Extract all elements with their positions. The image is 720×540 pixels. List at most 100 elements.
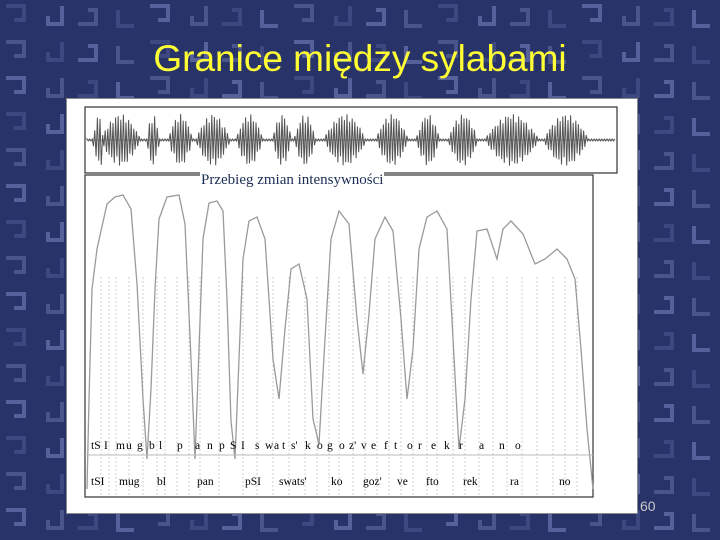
bg-glyph bbox=[6, 328, 26, 346]
bg-glyph bbox=[582, 40, 602, 58]
bg-glyph bbox=[6, 400, 26, 418]
segment-label: g bbox=[137, 440, 143, 452]
bg-glyph bbox=[6, 220, 26, 238]
syllable-label: rek bbox=[463, 476, 478, 488]
bg-glyph bbox=[478, 510, 496, 530]
bg-glyph bbox=[116, 46, 134, 64]
bg-glyph bbox=[46, 402, 64, 422]
bg-glyph bbox=[654, 476, 674, 494]
bg-glyph bbox=[46, 366, 64, 386]
slide-number: 60 bbox=[640, 498, 656, 514]
bg-glyph bbox=[150, 76, 170, 94]
bg-glyph bbox=[6, 436, 26, 454]
bg-glyph bbox=[692, 442, 710, 460]
syllable-label: mug bbox=[119, 476, 140, 488]
bg-glyph bbox=[334, 78, 352, 98]
bg-glyph bbox=[478, 42, 496, 62]
segment-label: k bbox=[305, 440, 311, 452]
bg-glyph bbox=[150, 4, 170, 22]
bg-glyph bbox=[6, 40, 26, 58]
segment-label: l bbox=[159, 440, 162, 452]
bg-glyph bbox=[334, 6, 352, 26]
segment-label: a bbox=[195, 440, 200, 452]
bg-glyph bbox=[654, 188, 674, 206]
bg-glyph bbox=[478, 6, 496, 26]
bg-glyph bbox=[692, 10, 710, 28]
bg-glyph bbox=[692, 334, 710, 352]
bg-glyph bbox=[78, 512, 98, 530]
segment-label: g bbox=[327, 440, 333, 452]
bg-glyph bbox=[654, 368, 674, 386]
bg-glyph bbox=[548, 10, 566, 28]
bg-glyph bbox=[438, 40, 458, 58]
bg-glyph bbox=[46, 42, 64, 62]
bg-glyph bbox=[78, 8, 98, 26]
bg-glyph bbox=[46, 258, 64, 278]
bg-glyph bbox=[6, 76, 26, 94]
segment-label: p bbox=[177, 440, 183, 452]
bg-glyph bbox=[6, 4, 26, 22]
segment-label: o bbox=[407, 440, 413, 452]
bg-glyph bbox=[692, 370, 710, 388]
bg-glyph bbox=[150, 40, 170, 58]
bg-glyph bbox=[46, 474, 64, 494]
bg-glyph bbox=[190, 42, 208, 62]
bg-glyph bbox=[622, 510, 640, 530]
segment-label: k bbox=[444, 440, 450, 452]
bg-glyph bbox=[222, 44, 242, 62]
bg-glyph bbox=[510, 80, 530, 98]
segment-label: e bbox=[431, 440, 436, 452]
bg-glyph bbox=[510, 44, 530, 62]
bg-glyph bbox=[260, 514, 278, 532]
bg-glyph bbox=[654, 512, 674, 530]
bg-glyph bbox=[654, 80, 674, 98]
segment-label: w bbox=[265, 440, 274, 452]
bg-glyph bbox=[260, 46, 278, 64]
bg-glyph bbox=[582, 4, 602, 22]
bg-glyph bbox=[548, 82, 566, 100]
bg-glyph bbox=[692, 262, 710, 280]
segment-label: u bbox=[126, 440, 132, 452]
segment-label: m bbox=[116, 440, 125, 452]
bg-glyph bbox=[692, 514, 710, 532]
bg-glyph bbox=[692, 82, 710, 100]
bg-glyph bbox=[622, 42, 640, 62]
bg-glyph bbox=[260, 82, 278, 100]
bg-glyph bbox=[222, 80, 242, 98]
bg-glyph bbox=[654, 116, 674, 134]
bg-glyph bbox=[78, 80, 98, 98]
segment-label: v bbox=[361, 440, 367, 452]
bg-glyph bbox=[116, 82, 134, 100]
bg-glyph bbox=[692, 190, 710, 208]
segment-label: a bbox=[479, 440, 484, 452]
segment-label: I bbox=[104, 440, 108, 452]
bg-glyph bbox=[366, 8, 386, 26]
intensity-label: Przebieg zmian intensywności bbox=[200, 172, 385, 189]
bg-glyph bbox=[6, 184, 26, 202]
bg-glyph bbox=[654, 152, 674, 170]
bg-glyph bbox=[582, 76, 602, 94]
segment-label: tS bbox=[91, 440, 101, 452]
bg-glyph bbox=[654, 440, 674, 458]
bg-glyph bbox=[404, 10, 422, 28]
syllable-label: bl bbox=[157, 476, 166, 488]
segment-label: p bbox=[219, 440, 225, 452]
segment-label: r bbox=[418, 440, 422, 452]
bg-glyph bbox=[692, 298, 710, 316]
bg-glyph bbox=[6, 148, 26, 166]
bg-glyph bbox=[46, 114, 64, 134]
syllable-label: fto bbox=[426, 476, 439, 488]
intensity-curve bbox=[86, 194, 594, 490]
bg-glyph bbox=[692, 406, 710, 424]
syllable-label: pSI bbox=[245, 476, 261, 488]
bg-glyph bbox=[692, 478, 710, 496]
segment-label: o bbox=[515, 440, 521, 452]
bg-glyph bbox=[510, 8, 530, 26]
bg-glyph bbox=[6, 256, 26, 274]
segment-label: t bbox=[282, 440, 286, 452]
bg-glyph bbox=[366, 80, 386, 98]
segment-label: o bbox=[339, 440, 345, 452]
bg-glyph bbox=[366, 512, 386, 530]
bg-glyph bbox=[654, 332, 674, 350]
